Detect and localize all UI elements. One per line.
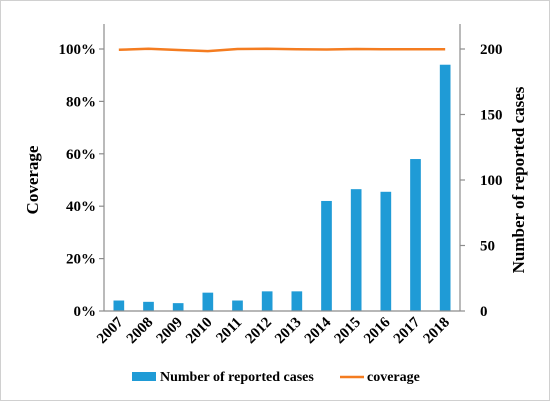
left-tick-label: 100%	[59, 42, 97, 58]
bar	[202, 292, 214, 311]
right-tick-labels: 0 50 100 150 200	[460, 42, 503, 320]
right-tick-label: 150	[480, 108, 503, 124]
right-tick-label: 50	[480, 239, 495, 255]
y-axis-label-right: Number of reported cases	[509, 86, 528, 273]
x-tick-label: 2011	[213, 315, 245, 347]
right-tick-label: 100	[480, 173, 503, 189]
line-series	[118, 47, 446, 53]
x-tick-labels: 2007200820092010201120122013201420152016…	[94, 314, 453, 347]
left-tick-label: 60%	[66, 147, 96, 163]
left-tick-label: 80%	[66, 94, 96, 110]
right-tick-label: 200	[480, 42, 503, 58]
x-tick-label: 2010	[183, 315, 216, 348]
bar	[261, 291, 273, 311]
legend-swatch-bar	[132, 372, 156, 381]
bar	[172, 303, 184, 311]
bar-series	[113, 64, 451, 311]
bar	[350, 189, 362, 311]
x-tick-label: 2013	[272, 315, 305, 348]
x-tick-label: 2018	[420, 315, 453, 348]
left-tick-label: 40%	[66, 199, 96, 215]
bar	[113, 300, 125, 311]
x-tick-label: 2015	[331, 315, 364, 348]
y-axis-label-left: Coverage	[23, 145, 42, 214]
legend-label-line: coverage	[367, 370, 420, 385]
bar	[232, 300, 243, 311]
x-tick-label: 2009	[153, 315, 186, 348]
x-tick-label: 2012	[242, 315, 275, 348]
x-tick-label: 2017	[391, 314, 424, 347]
x-tick-label: 2014	[302, 314, 335, 347]
x-tick-label: 2007	[94, 314, 127, 347]
coverage-line	[118, 47, 446, 53]
x-tick-label: 2016	[361, 314, 394, 347]
x-tick-label: 2008	[124, 315, 157, 348]
right-tick-label: 0	[480, 304, 488, 320]
bar	[410, 159, 421, 311]
legend: Number of reported cases coverage	[132, 370, 420, 385]
bar	[143, 301, 154, 311]
bar	[321, 200, 332, 311]
legend-label-bar: Number of reported cases	[160, 370, 314, 385]
left-tick-label: 20%	[66, 252, 96, 268]
bar	[291, 291, 303, 311]
bar	[380, 191, 392, 311]
left-tick-label: 0%	[74, 304, 97, 320]
bar	[439, 64, 451, 311]
left-tick-labels: 0% 20% 40% 60% 80% 100%	[59, 42, 104, 320]
